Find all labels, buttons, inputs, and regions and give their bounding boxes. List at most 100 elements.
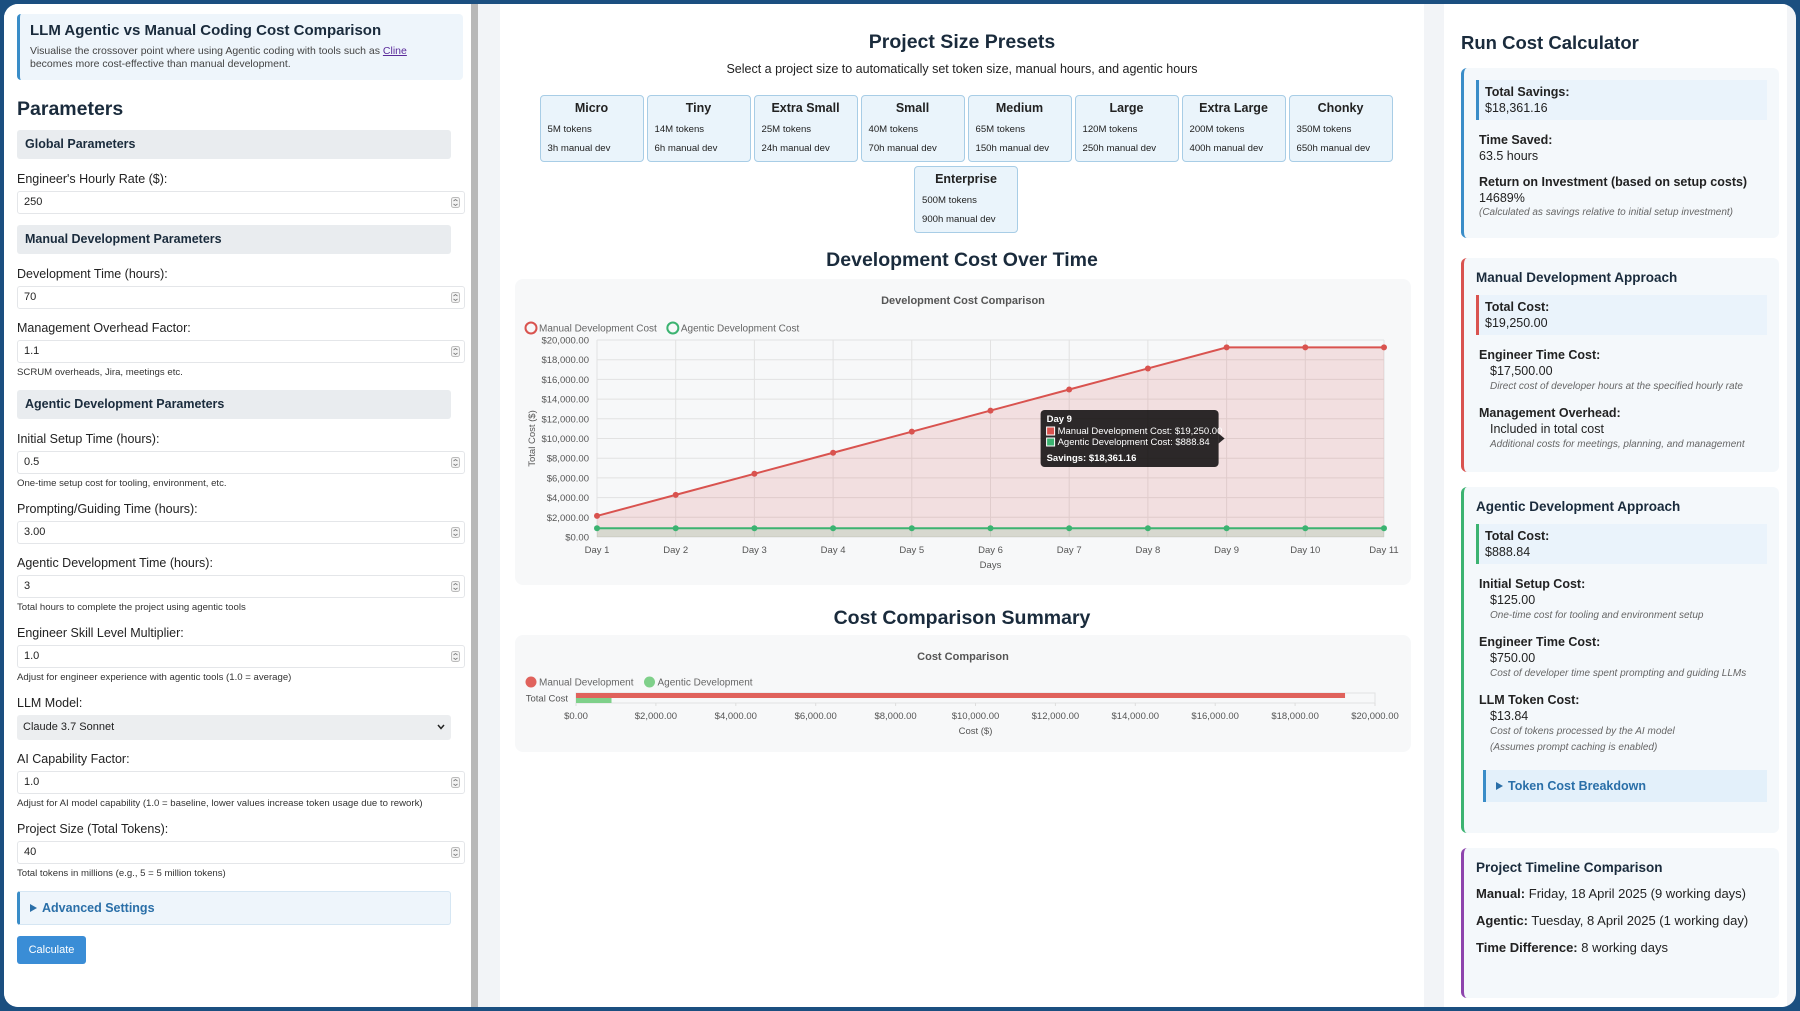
preset-button[interactable]: Tiny 14M tokens 6h manual dev xyxy=(646,95,751,162)
number-input[interactable]: 0.5 xyxy=(17,451,465,474)
preset-button[interactable]: Extra Small 25M tokens 24h manual dev xyxy=(753,95,858,162)
preset-button[interactable]: Micro 5M tokens 3h manual dev xyxy=(539,95,644,162)
label: Engineer Time Cost: xyxy=(1479,635,1601,649)
spinner-icon[interactable] xyxy=(451,777,460,788)
number-input[interactable]: 1.0 xyxy=(17,771,465,794)
scrollbar[interactable] xyxy=(471,4,478,1007)
section-heading: Agentic Development Parameters xyxy=(17,390,451,419)
label: Time Saved: xyxy=(1479,133,1553,147)
cost-item: LLM Token Cost: $13.84 Cost of tokens proc… xyxy=(1476,692,1767,756)
x-tick-label: $4,000.00 xyxy=(715,711,757,722)
field: Project Size (Total Tokens): 40 Total toke… xyxy=(17,821,465,880)
x-tick-label: Day 11 xyxy=(1369,545,1398,556)
spinner-icon[interactable] xyxy=(451,457,460,468)
number-input[interactable]: 1.1 xyxy=(17,340,465,363)
select-input[interactable]: Claude 3.7 Sonnet xyxy=(17,715,451,740)
disclosure-icon xyxy=(30,904,37,912)
preset-button[interactable]: Enterprise 500M tokens 900h manual dev xyxy=(914,166,1018,233)
x-tick-label: $18,000.00 xyxy=(1271,711,1319,722)
advanced-settings-toggle[interactable]: Advanced Settings xyxy=(17,891,451,925)
number-input[interactable]: 3.00 xyxy=(17,521,465,544)
calculate-button[interactable]: Calculate xyxy=(17,936,86,964)
preset-tokens: 25M tokens xyxy=(761,124,812,135)
number-input[interactable]: 40 xyxy=(17,841,465,864)
number-input[interactable]: 70 xyxy=(17,286,465,309)
legend-label: Agentic Development xyxy=(658,678,753,689)
point xyxy=(1223,525,1230,532)
x-tick-label: Day 5 xyxy=(899,545,924,556)
field-label: Project Size (Total Tokens): xyxy=(17,822,169,836)
parameters-title: Parameters xyxy=(17,98,124,120)
number-input[interactable]: 3 xyxy=(17,575,465,598)
field-label: Prompting/Guiding Time (hours): xyxy=(17,502,198,516)
preset-tokens: 40M tokens xyxy=(868,124,919,135)
preset-name: Micro xyxy=(574,101,609,115)
preset-button[interactable]: Medium 65M tokens 150h manual dev xyxy=(967,95,1072,162)
line-chart-card: Development Cost Comparison Manual Develo… xyxy=(515,279,1411,585)
legend-swatch xyxy=(524,321,538,335)
value: Friday, 18 April 2025 (9 working days) xyxy=(1528,886,1746,901)
field-label: Engineer's Hourly Rate ($): xyxy=(17,172,168,186)
point xyxy=(1381,525,1387,532)
value: $13.84 xyxy=(1490,709,1529,723)
legend-label: Manual Development Cost xyxy=(539,324,657,335)
chart-title: Development Cost Comparison xyxy=(881,295,1045,307)
spinner-icon[interactable] xyxy=(451,292,460,303)
legend-label: Manual Development xyxy=(539,678,634,689)
card-title: Project Timeline Comparison xyxy=(1476,860,1663,875)
field: Engineer Skill Level Multiplier: 1.0 Adjus… xyxy=(17,625,465,684)
value: 8 working days xyxy=(1581,940,1668,955)
number-input[interactable]: 1.0 xyxy=(17,645,465,668)
preset-button[interactable]: Small 40M tokens 70h manual dev xyxy=(860,95,965,162)
label: Total Cost: xyxy=(1485,300,1550,314)
note: Cost of developer time spent prompting a… xyxy=(1490,668,1747,679)
preset-button[interactable]: Extra Large 200M tokens 400h manual dev xyxy=(1181,95,1286,162)
app-window: LLM Agentic vs Manual Coding Cost Compar… xyxy=(4,4,1796,1007)
x-tick-label: Day 8 xyxy=(1135,545,1160,556)
label: Return on Investment (based on setup cos… xyxy=(1479,175,1748,189)
y-tick-label: $14,000.00 xyxy=(541,395,589,406)
spinner-icon[interactable] xyxy=(451,527,460,538)
preset-manual: 250h manual dev xyxy=(1082,143,1157,154)
calculator-title: Run Cost Calculator xyxy=(1461,32,1639,53)
label: Agentic: xyxy=(1476,913,1528,928)
chevron-icon xyxy=(437,724,445,730)
number-input[interactable]: 250 xyxy=(17,191,465,214)
point xyxy=(1066,386,1073,393)
point xyxy=(1381,344,1387,351)
spinner-icon[interactable] xyxy=(451,847,460,858)
point xyxy=(672,491,679,498)
field: Management Overhead Factor: 1.1 SCRUM over… xyxy=(17,320,465,379)
cost-item: Initial Setup Cost: $125.00 One-time cost … xyxy=(1476,576,1767,624)
disclosure-icon xyxy=(1496,782,1503,790)
preset-tokens: 350M tokens xyxy=(1296,124,1352,135)
preset-tokens: 65M tokens xyxy=(975,124,1026,135)
field: Agentic Development Time (hours): 3 Total … xyxy=(17,555,465,614)
field-hint: One-time setup cost for tooling, environ… xyxy=(17,478,227,489)
parameter-sections: Global Parameters Engineer's Hourly Rate … xyxy=(17,130,465,880)
section-title: Cost Comparison Summary xyxy=(833,607,1091,629)
field-hint: Total tokens in millions (e.g., 5 = 5 mi… xyxy=(17,868,226,879)
tooltip-line: Manual Development Cost: $19,250.00 xyxy=(1058,426,1223,437)
x-axis-label: Cost ($) xyxy=(959,726,993,737)
preset-button[interactable]: Large 120M tokens 250h manual dev xyxy=(1074,95,1179,162)
spinner-icon[interactable] xyxy=(451,346,460,357)
value: $125.00 xyxy=(1490,593,1536,607)
preset-button[interactable]: Chonky 350M tokens 650h manual dev xyxy=(1288,95,1393,162)
field: Initial Setup Time (hours): 0.5 One-time s… xyxy=(17,431,465,490)
point xyxy=(1223,344,1230,351)
cline-link[interactable]: Cline xyxy=(382,45,407,57)
token-breakdown-toggle[interactable]: Token Cost Breakdown xyxy=(1483,770,1767,802)
preset-name: Chonky xyxy=(1317,101,1364,115)
field-label: Agentic Development Time (hours): xyxy=(17,556,213,570)
y-tick-label: $16,000.00 xyxy=(541,375,589,386)
spinner-icon[interactable] xyxy=(451,197,460,208)
field-label: Initial Setup Time (hours): xyxy=(17,432,160,446)
value: Tuesday, 8 April 2025 (1 working day) xyxy=(1531,913,1749,928)
spinner-icon[interactable] xyxy=(451,581,460,592)
section-heading: Manual Development Parameters xyxy=(17,225,451,254)
section-title: Development Cost Over Time xyxy=(826,249,1098,271)
preset-manual: 6h manual dev xyxy=(654,143,718,154)
spinner-icon[interactable] xyxy=(451,651,460,662)
field: Engineer's Hourly Rate ($): 250 xyxy=(17,171,465,214)
